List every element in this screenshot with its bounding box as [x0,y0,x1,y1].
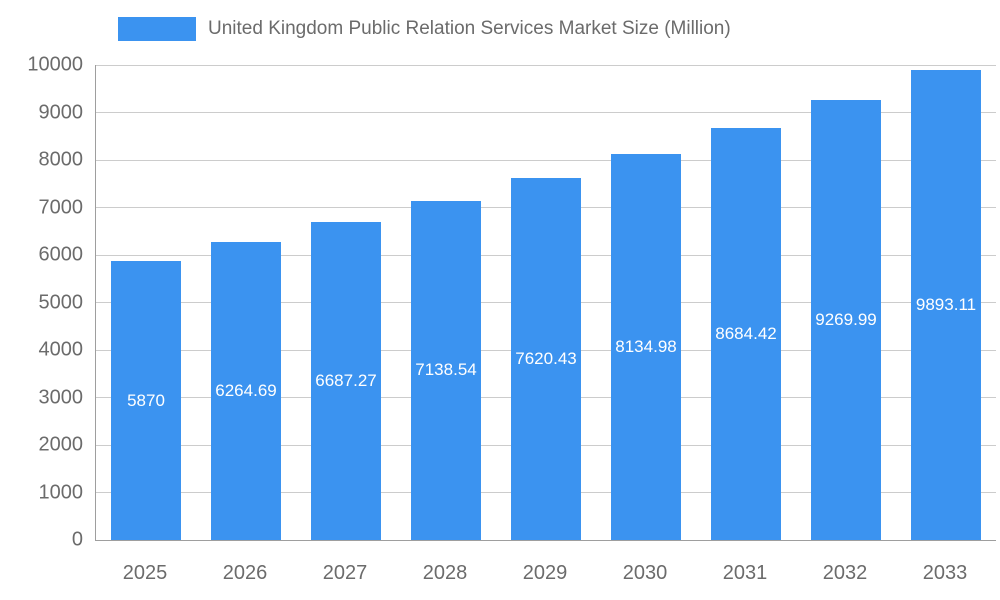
y-axis-tick-label: 8000 [38,148,84,171]
x-axis-tick-label: 2026 [222,562,268,584]
bar-2025[interactable]: 5870 [111,261,181,540]
bar-value-label: 5870 [127,390,165,410]
bar-2030[interactable]: 8134.98 [611,153,681,540]
bar-2031[interactable]: 8684.42 [711,127,781,540]
x-axis-tick-label: 2025 [122,562,168,584]
x-axis-tick-label: 2031 [722,562,768,584]
y-axis: 0 1000 2000 3000 4000 5000 6000 7000 8000 9000 100… [0,54,95,551]
y-axis-tick-label: 0 [71,528,83,551]
chart-legend: United Kingdom Public Relation Services … [118,16,731,42]
bar-2032[interactable]: 9269.99 [811,99,881,540]
x-axis-tick-label: 2030 [622,562,668,584]
x-axis-tick-label: 2032 [822,562,868,584]
gridline [96,64,996,66]
bar-value-label: 9269.99 [815,309,877,329]
gridline [96,159,996,161]
y-axis-tick-label: 5000 [38,291,84,313]
x-axis: 2025 2026 2027 2028 2029 2030 2031 2032 2033 [95,540,995,590]
x-axis-tick-label: 2033 [922,562,968,584]
y-axis-tick-label: 4000 [38,338,84,361]
y-axis-tick-label: 3000 [38,386,84,408]
y-axis-tick-label: 10000 [27,53,83,76]
bar-2033[interactable]: 9893.11 [911,70,981,540]
y-axis-tick-label: 7000 [38,196,84,218]
bar-value-label: 8134.98 [615,336,677,356]
y-axis-tick-label: 6000 [38,243,84,266]
y-axis-tick-label: 2000 [38,433,84,456]
x-axis-tick-label: 2028 [422,562,468,584]
bar-value-label: 6687.27 [315,371,377,391]
bar-2026[interactable]: 6264.69 [211,242,281,540]
chart-title: United Kingdom Public Relation Services … [208,18,731,39]
bar-value-label: 6264.69 [215,381,277,401]
bar-2029[interactable]: 7620.43 [511,178,581,540]
bar-value-label: 7620.43 [515,349,577,369]
x-axis-tick-label: 2029 [522,562,568,584]
bar-value-label: 8684.42 [715,323,777,343]
y-axis-tick-label: 1000 [38,481,84,503]
gridline [96,112,996,113]
bar-value-label: 7138.54 [415,360,477,380]
bar-value-label: 9893.11 [915,295,977,315]
y-axis-tick-label: 9000 [38,101,84,123]
bar-2027[interactable]: 6687.27 [311,222,381,540]
legend-swatch [118,17,196,41]
bar-2028[interactable]: 7138.54 [411,200,481,540]
plot-area: 5870 6264.69 6687.27 7138.54 7620.43 8134.98 8… [95,64,996,541]
x-axis-tick-label: 2027 [322,562,368,584]
